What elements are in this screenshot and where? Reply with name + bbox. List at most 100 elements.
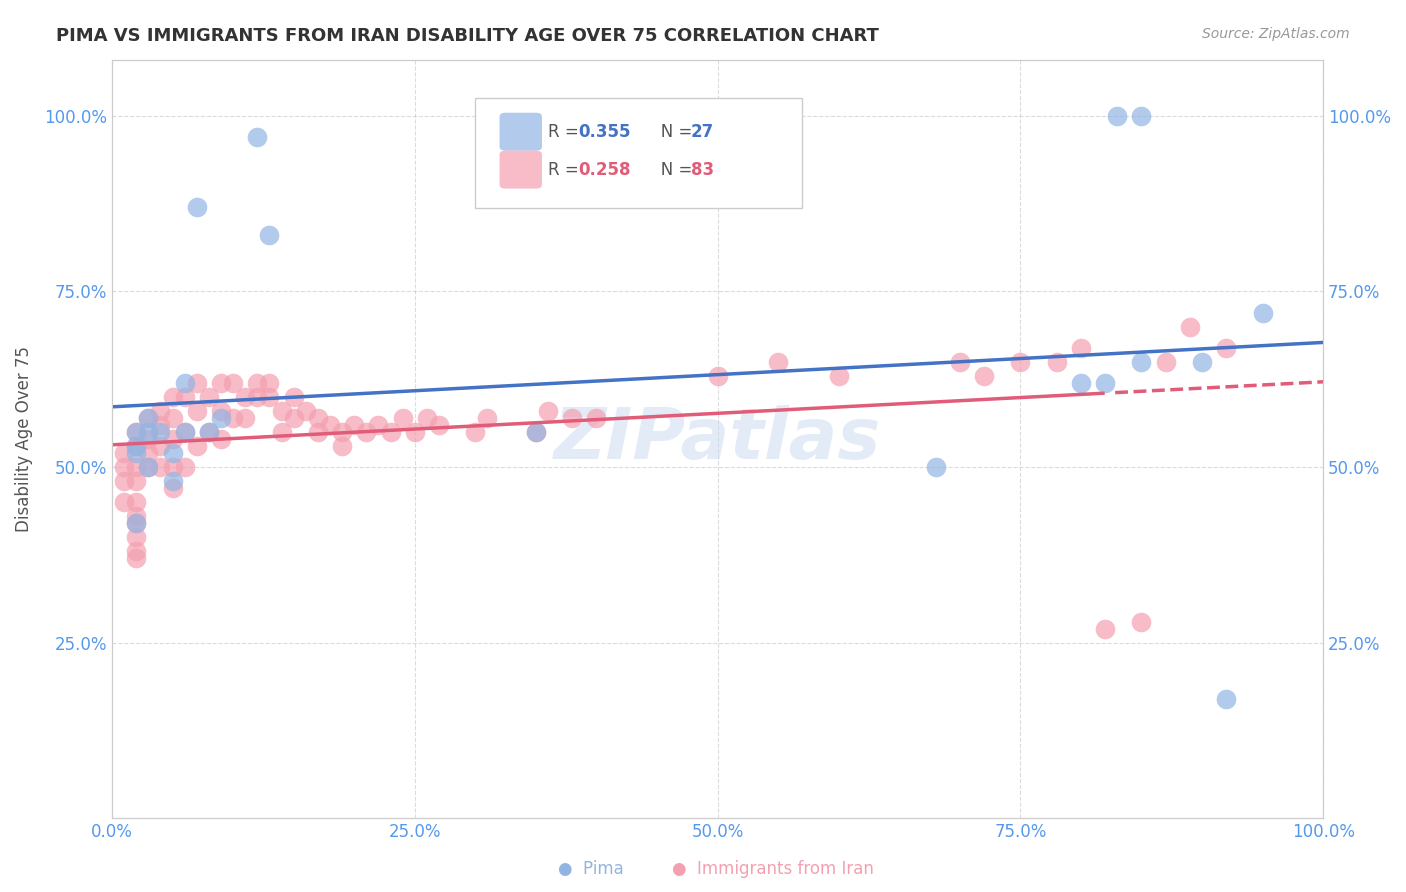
Point bbox=[973, 368, 995, 383]
Text: Source: ZipAtlas.com: Source: ZipAtlas.com bbox=[1202, 27, 1350, 41]
Point bbox=[524, 425, 547, 439]
Point bbox=[330, 425, 353, 439]
Point bbox=[125, 509, 148, 524]
Point bbox=[136, 411, 159, 425]
Y-axis label: Disability Age Over 75: Disability Age Over 75 bbox=[15, 346, 32, 532]
Point bbox=[949, 355, 972, 369]
Point bbox=[136, 411, 159, 425]
Point bbox=[585, 411, 607, 425]
Point bbox=[1070, 376, 1092, 390]
Point bbox=[198, 425, 221, 439]
Point bbox=[283, 411, 305, 425]
Point bbox=[1070, 341, 1092, 355]
Point bbox=[259, 376, 281, 390]
Point bbox=[186, 376, 208, 390]
Point bbox=[356, 425, 378, 439]
Point bbox=[136, 425, 159, 439]
Point bbox=[162, 432, 184, 446]
Point bbox=[125, 425, 148, 439]
Point bbox=[1094, 376, 1116, 390]
Point bbox=[330, 439, 353, 453]
Point bbox=[706, 368, 728, 383]
Point bbox=[125, 446, 148, 460]
Point bbox=[198, 390, 221, 404]
Point bbox=[270, 404, 292, 418]
Point bbox=[367, 417, 389, 432]
Point bbox=[136, 460, 159, 475]
Point bbox=[112, 495, 135, 509]
Point bbox=[125, 516, 148, 531]
Point bbox=[259, 228, 281, 243]
Point bbox=[209, 376, 232, 390]
Point bbox=[246, 390, 269, 404]
Point bbox=[162, 481, 184, 495]
Point bbox=[1251, 305, 1274, 319]
Point bbox=[1046, 355, 1069, 369]
Point bbox=[125, 551, 148, 566]
Point bbox=[209, 411, 232, 425]
Point bbox=[537, 404, 560, 418]
Point bbox=[464, 425, 486, 439]
Point bbox=[149, 460, 172, 475]
Point bbox=[112, 474, 135, 488]
FancyBboxPatch shape bbox=[499, 151, 541, 188]
Point bbox=[125, 544, 148, 558]
Text: N =: N = bbox=[645, 123, 697, 141]
Point bbox=[149, 439, 172, 453]
Point bbox=[259, 390, 281, 404]
Point bbox=[149, 425, 172, 439]
Point bbox=[125, 495, 148, 509]
Point bbox=[294, 404, 316, 418]
Point bbox=[246, 376, 269, 390]
Point bbox=[162, 390, 184, 404]
Point bbox=[427, 417, 450, 432]
Point bbox=[1130, 615, 1153, 629]
Point bbox=[198, 425, 221, 439]
Point bbox=[186, 439, 208, 453]
Point bbox=[307, 411, 329, 425]
Point bbox=[186, 200, 208, 214]
Text: PIMA VS IMMIGRANTS FROM IRAN DISABILITY AGE OVER 75 CORRELATION CHART: PIMA VS IMMIGRANTS FROM IRAN DISABILITY … bbox=[56, 27, 879, 45]
Point bbox=[270, 425, 292, 439]
Point bbox=[561, 411, 583, 425]
Text: R =: R = bbox=[548, 161, 583, 178]
Point bbox=[1094, 622, 1116, 636]
Point bbox=[125, 425, 148, 439]
Point bbox=[125, 516, 148, 531]
Text: R =: R = bbox=[548, 123, 583, 141]
Point bbox=[162, 460, 184, 475]
Point bbox=[162, 474, 184, 488]
FancyBboxPatch shape bbox=[475, 97, 803, 208]
Point bbox=[173, 425, 195, 439]
Point bbox=[222, 411, 245, 425]
Point bbox=[125, 439, 148, 453]
Point bbox=[924, 460, 946, 475]
Point bbox=[1130, 355, 1153, 369]
Point bbox=[136, 446, 159, 460]
Point bbox=[827, 368, 849, 383]
Text: 83: 83 bbox=[690, 161, 714, 178]
Point bbox=[416, 411, 439, 425]
Point bbox=[186, 404, 208, 418]
Point bbox=[136, 460, 159, 475]
Point bbox=[233, 390, 256, 404]
Point bbox=[1215, 692, 1237, 706]
Point bbox=[1215, 341, 1237, 355]
Point bbox=[112, 460, 135, 475]
Point bbox=[173, 425, 195, 439]
Point bbox=[112, 446, 135, 460]
Point bbox=[391, 411, 413, 425]
Point bbox=[149, 417, 172, 432]
Point bbox=[125, 439, 148, 453]
Text: ●  Immigrants from Iran: ● Immigrants from Iran bbox=[672, 860, 875, 878]
Point bbox=[307, 425, 329, 439]
Text: ZIPatlas: ZIPatlas bbox=[554, 405, 882, 474]
Text: ●  Pima: ● Pima bbox=[558, 860, 623, 878]
Point bbox=[283, 390, 305, 404]
Point bbox=[173, 460, 195, 475]
FancyBboxPatch shape bbox=[499, 112, 541, 151]
Point bbox=[477, 411, 499, 425]
Text: 0.258: 0.258 bbox=[578, 161, 631, 178]
Point bbox=[380, 425, 402, 439]
Point bbox=[233, 411, 256, 425]
